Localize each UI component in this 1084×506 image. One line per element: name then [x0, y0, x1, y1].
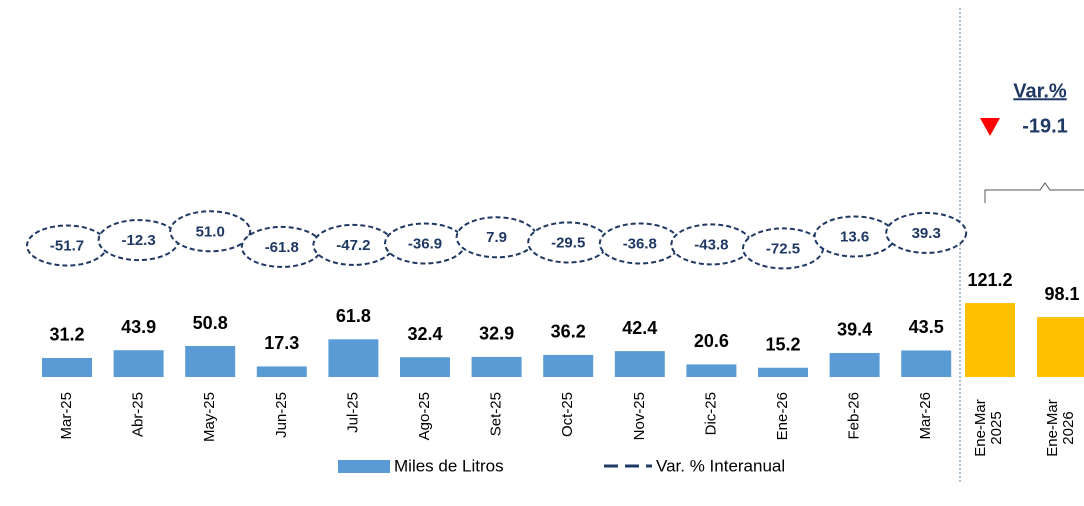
bar	[614, 351, 665, 377]
bar	[328, 339, 379, 377]
bar	[965, 303, 1015, 377]
var-label: 39.3	[912, 225, 941, 242]
bar	[1037, 317, 1084, 377]
x-tick-label: Ene-Mar2025	[972, 399, 1005, 457]
value-label: 42.4	[622, 318, 657, 338]
value-label: 43.9	[121, 317, 156, 337]
annotation-title: Var.%	[1013, 80, 1067, 102]
x-tick-label: Oct-25	[559, 392, 576, 437]
bar	[400, 357, 450, 377]
x-tick-label: Abr-25	[130, 392, 147, 437]
x-tick-label: Feb-26	[846, 392, 863, 440]
value-label: 31.2	[49, 325, 84, 345]
x-tick-label: Set-25	[488, 392, 505, 436]
bar	[471, 356, 522, 377]
bar	[543, 354, 594, 377]
annotation-value: -19.1	[1022, 115, 1068, 137]
var-label: -51.7	[50, 237, 84, 254]
bar	[901, 350, 952, 377]
value-label: 20.6	[694, 331, 729, 351]
value-label: 36.2	[551, 322, 586, 342]
x-tick-label: Dic-25	[702, 392, 719, 435]
x-tick-label: Mar-25	[58, 392, 75, 440]
var-label: -72.5	[766, 240, 800, 257]
bar	[185, 346, 236, 377]
var-label: -36.9	[408, 235, 442, 252]
var-label: 7.9	[486, 229, 507, 246]
bar	[42, 357, 92, 377]
x-tick-label: Jul-25	[344, 392, 361, 433]
legend-label: Var. % Interanual	[656, 456, 785, 475]
x-tick-label: May-25	[201, 392, 218, 442]
value-label: 32.4	[407, 324, 442, 344]
value-label: 17.3	[264, 333, 299, 353]
value-label: 15.2	[765, 334, 800, 354]
down-triangle	[980, 118, 1000, 136]
var-label: -61.8	[265, 239, 299, 256]
var-label: 51.0	[196, 223, 225, 240]
x-tick-label: Ene-Mar2026	[1044, 399, 1077, 457]
var-marker	[169, 210, 252, 253]
bracket	[984, 182, 1084, 203]
var-label: -47.2	[336, 237, 370, 254]
var-marker	[885, 211, 968, 254]
value-label: 39.4	[837, 320, 872, 340]
value-label: 50.8	[193, 313, 228, 333]
value-label: 98.1	[1044, 284, 1079, 304]
legend-swatch	[338, 460, 390, 473]
bar	[758, 367, 808, 377]
legend-label: Miles de Litros	[394, 456, 504, 475]
var-label: -36.8	[623, 235, 657, 252]
x-tick-label: Ene-26	[774, 392, 791, 440]
var-label: -12.3	[121, 232, 155, 249]
bar	[686, 364, 737, 377]
value-label: 32.9	[479, 324, 514, 344]
x-tick-label: Mar-26	[917, 392, 934, 440]
bar	[256, 366, 307, 377]
bar	[113, 350, 164, 377]
value-label: 121.2	[967, 270, 1012, 290]
x-tick-label: Jun-25	[273, 392, 290, 438]
x-tick-label: Ago-25	[416, 392, 433, 440]
x-tick-label: Nov-25	[631, 392, 648, 440]
var-label: -43.8	[694, 236, 728, 253]
value-label: 61.8	[336, 306, 371, 326]
value-label: 43.5	[909, 317, 944, 337]
var-label: 13.6	[840, 228, 869, 245]
var-label: -29.5	[551, 234, 585, 251]
bar	[829, 352, 880, 377]
